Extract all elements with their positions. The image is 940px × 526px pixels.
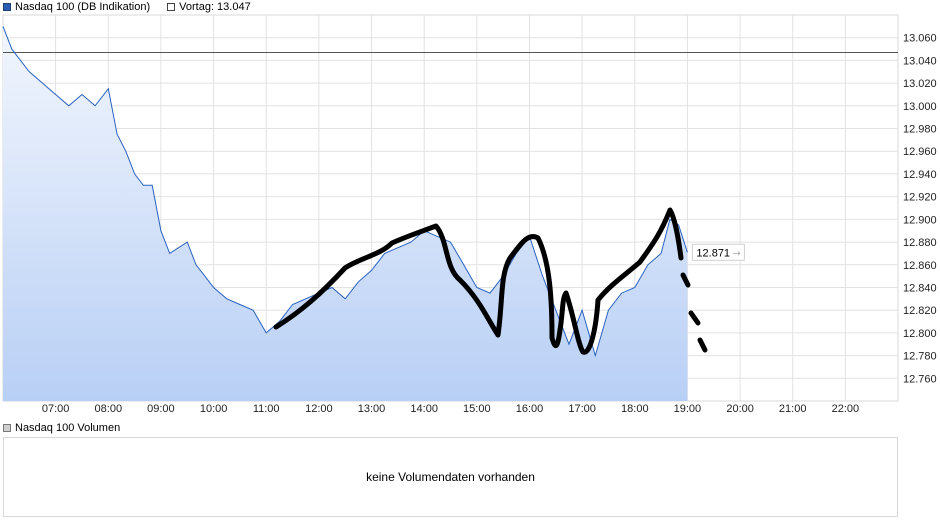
x-tick-label: 10:00: [200, 403, 228, 415]
x-tick-label: 18:00: [621, 403, 649, 415]
y-axis-labels: 13.060 13.040 13.020 13.000 12.980 12.960 12.9…: [903, 33, 937, 386]
last-value-marker: 12.871 →: [691, 243, 745, 261]
hand-drawn-annotation: [273, 207, 708, 355]
arrow-right-icon: →: [732, 248, 740, 259]
x-tick-label: 22:00: [832, 403, 860, 415]
x-tick-label: 17:00: [568, 403, 596, 415]
volume-legend[interactable]: Nasdaq 100 Volumen: [0, 421, 120, 435]
y-tick-label: 13.060: [903, 33, 937, 45]
y-tick-label: 12.840: [903, 283, 937, 295]
chart-legend: Nasdaq 100 (DB Indikation) Vortag: 13.04…: [0, 0, 265, 14]
y-tick-label: 12.780: [903, 351, 937, 363]
y-tick-label: 12.820: [903, 305, 937, 317]
y-tick-label: 13.040: [903, 55, 937, 67]
legend-prev-swatch: [167, 3, 176, 11]
legend-series-swatch: [3, 3, 11, 11]
x-axis-labels: 07:00 08:00 09:00 10:00 11:00 12:00 13:00 14:00…: [42, 403, 859, 415]
volume-legend-label: Nasdaq 100 Volumen: [15, 422, 121, 434]
last-value-box: [691, 243, 745, 261]
legend-prev-label: Vortag: 13.047: [179, 1, 251, 13]
y-tick-label: 12.860: [903, 260, 937, 272]
x-tick-label: 21:00: [779, 403, 807, 415]
y-tick-label: 13.020: [903, 78, 937, 90]
y-tick-label: 12.960: [903, 146, 937, 158]
x-tick-label: 14:00: [410, 403, 438, 415]
x-tick-label: 08:00: [95, 403, 123, 415]
x-tick-label: 19:00: [674, 403, 702, 415]
legend-prev-close[interactable]: Vortag: 13.047: [164, 1, 251, 13]
y-tick-label: 13.000: [903, 101, 937, 113]
y-tick-label: 12.920: [903, 192, 937, 204]
x-tick-label: 11:00: [253, 403, 280, 415]
y-tick-label: 12.880: [903, 237, 937, 249]
x-tick-label: 09:00: [147, 403, 175, 415]
y-tick-label: 12.900: [903, 214, 937, 226]
price-area: [3, 26, 688, 402]
y-tick-label: 12.800: [903, 328, 937, 340]
legend-series[interactable]: Nasdaq 100 (DB Indikation): [0, 1, 150, 13]
x-tick-label: 07:00: [42, 403, 70, 415]
last-value-label: 12.871: [696, 247, 730, 259]
y-tick-label: 12.980: [903, 124, 937, 136]
volume-panel: keine Volumendaten vorhanden: [3, 437, 898, 517]
price-chart[interactable]: 13.060 13.040 13.020 13.000 12.980 12.960 12.9…: [0, 14, 940, 418]
volume-legend-swatch: [3, 424, 11, 432]
x-tick-label: 13:00: [358, 403, 386, 415]
x-tick-label: 16:00: [516, 403, 544, 415]
legend-series-label: Nasdaq 100 (DB Indikation): [15, 1, 151, 13]
volume-empty-message: keine Volumendaten vorhanden: [366, 470, 535, 484]
y-tick-label: 12.760: [903, 373, 937, 385]
x-tick-label: 15:00: [463, 403, 491, 415]
x-tick-label: 12:00: [305, 403, 333, 415]
y-tick-label: 12.940: [903, 169, 937, 181]
x-tick-label: 20:00: [726, 403, 754, 415]
